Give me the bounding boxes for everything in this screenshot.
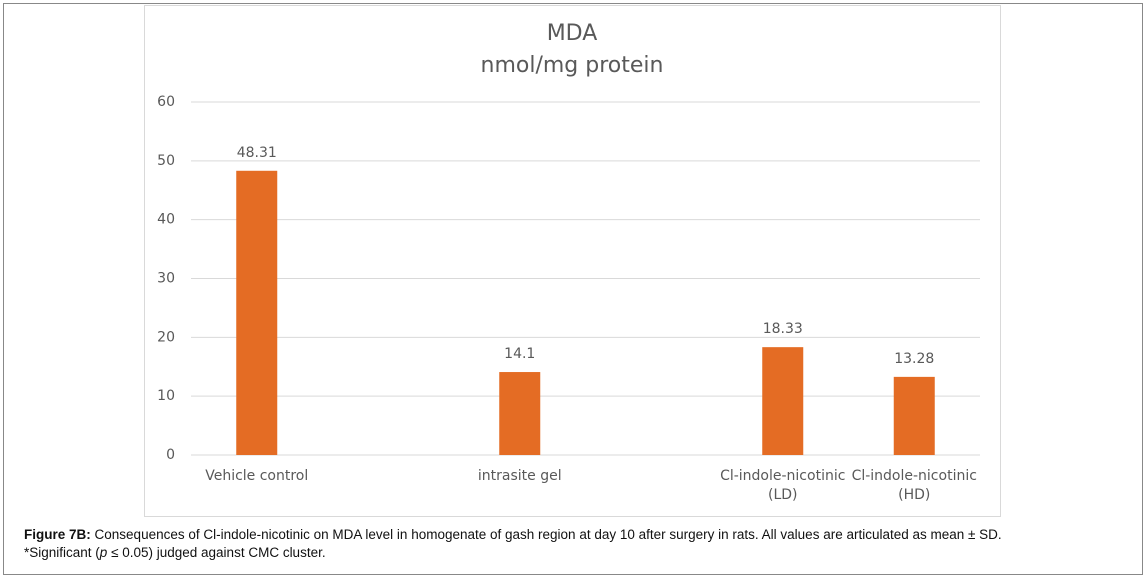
caption-text: *Significant (	[24, 545, 100, 560]
chart-title: MDA	[547, 21, 598, 46]
x-tick-label: Vehicle control	[205, 468, 309, 484]
caption-label: Figure 7B:	[24, 527, 91, 542]
caption-text: Consequences of Cl-indole-nicotinic on M…	[94, 527, 1002, 542]
figure-border	[3, 3, 1143, 575]
caption: Figure 7B: Consequences of Cl-indole-nic…	[24, 526, 1139, 562]
bar	[236, 170, 278, 455]
y-tick-label: 50	[157, 153, 175, 169]
caption-text: p	[99, 545, 108, 560]
y-tick-label: 60	[157, 94, 175, 110]
y-tick-label: 30	[157, 271, 175, 287]
value-label: 13.28	[894, 351, 934, 367]
bar	[499, 372, 541, 455]
y-tick-label: 10	[157, 388, 175, 404]
x-tick-label: Cl-indole-nicotinic (HD)	[851, 468, 977, 503]
x-tick-label: intrasite gel	[477, 468, 562, 484]
chart-border	[144, 5, 1001, 517]
chart-subtitle: nmol/mg protein	[481, 53, 664, 78]
caption-text: ≤ 0.05) judged against CMC cluster.	[107, 545, 326, 560]
y-tick-label: 0	[166, 447, 175, 463]
value-label: 14.1	[504, 346, 535, 362]
y-tick-label: 20	[157, 329, 175, 345]
y-tick-label: 40	[157, 212, 175, 228]
caption-line: Figure 7B: Consequences of Cl-indole-nic…	[24, 526, 1139, 544]
value-label: 48.31	[237, 145, 277, 161]
caption-line: *Significant (p ≤ 0.05) judged against C…	[24, 544, 1139, 562]
bar	[762, 347, 804, 455]
value-label: 18.33	[763, 321, 803, 337]
bar	[893, 376, 935, 455]
x-tick-label: Cl-indole-nicotinic (LD)	[720, 468, 846, 503]
